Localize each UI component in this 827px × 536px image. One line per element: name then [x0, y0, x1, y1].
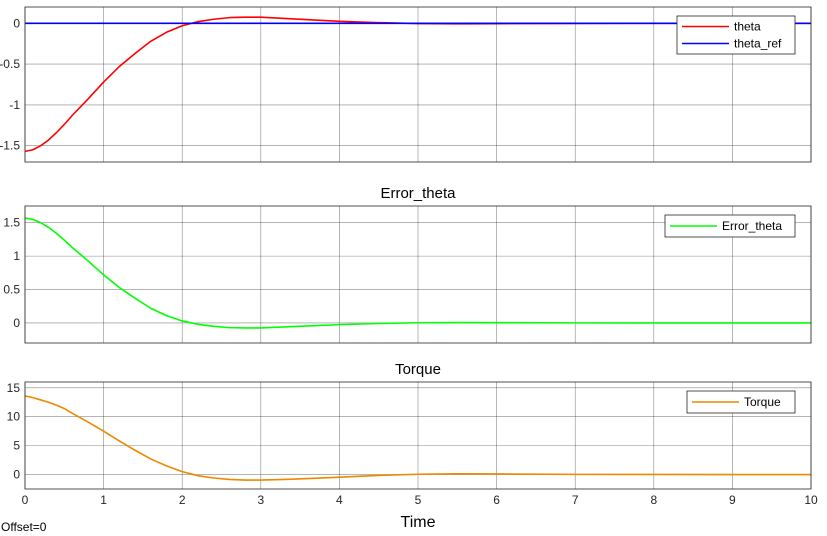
x-tick-label: 3 [257, 493, 264, 507]
y-tick-label: -0.5 [0, 57, 20, 71]
legend: theta theta_ref [676, 15, 796, 55]
legend-box [686, 390, 796, 414]
legend-label: Torque [744, 395, 781, 409]
legend-box [664, 214, 796, 238]
subplot-title: Error_theta [380, 185, 456, 202]
y-tick-label: -1.5 [0, 139, 20, 153]
axes-border [24, 6, 812, 163]
series-line-error-theta [25, 217, 811, 329]
legend-box [676, 15, 796, 55]
x-tick-label: 0 [22, 493, 29, 507]
x-tick-label: 4 [336, 493, 343, 507]
series-line-torque [25, 395, 811, 481]
x-tick-label: 8 [650, 493, 657, 507]
x-tick-label: 2 [179, 493, 186, 507]
legend: Error_theta [664, 214, 796, 238]
y-tick-label: 0 [13, 316, 20, 330]
y-tick-label: -1 [9, 98, 20, 112]
y-tick-label: 10 [7, 410, 21, 424]
axes-border [24, 381, 812, 490]
x-tick-label: 10 [804, 493, 818, 507]
y-tick-label: 0 [13, 468, 20, 482]
legend-label: theta_ref [734, 37, 782, 51]
x-tick-label: 6 [493, 493, 500, 507]
y-tick-label: 5 [13, 439, 20, 453]
y-tick-label: 1 [13, 249, 20, 263]
legend-label: theta [734, 20, 761, 34]
x-tick-label: 9 [729, 493, 736, 507]
subplot-title: Torque [395, 361, 441, 378]
x-tick-label: 7 [572, 493, 579, 507]
subplot-1: -1.5 -1 -0.5 0 theta theta_ref [0, 6, 812, 163]
x-axis-label: Time [401, 514, 436, 531]
subplot-3: 0 5 10 15 0 1 2 3 4 5 6 7 8 9 10 Torque Time Torque [7, 361, 818, 531]
x-tick-label: 1 [100, 493, 107, 507]
subplot-2: 0 0.5 1 1.5 Error_theta Error_theta [3, 185, 812, 344]
y-tick-label: 15 [7, 381, 21, 395]
legend-label: Error_theta [722, 219, 782, 233]
x-tick-label: 5 [415, 493, 422, 507]
axes-border [24, 205, 812, 344]
offset-label: Offset=0 [1, 520, 47, 534]
y-tick-label: 0.5 [3, 283, 20, 297]
y-tick-label: 0 [13, 16, 20, 30]
y-tick-label: 1.5 [3, 216, 20, 230]
legend: Torque [686, 390, 796, 414]
